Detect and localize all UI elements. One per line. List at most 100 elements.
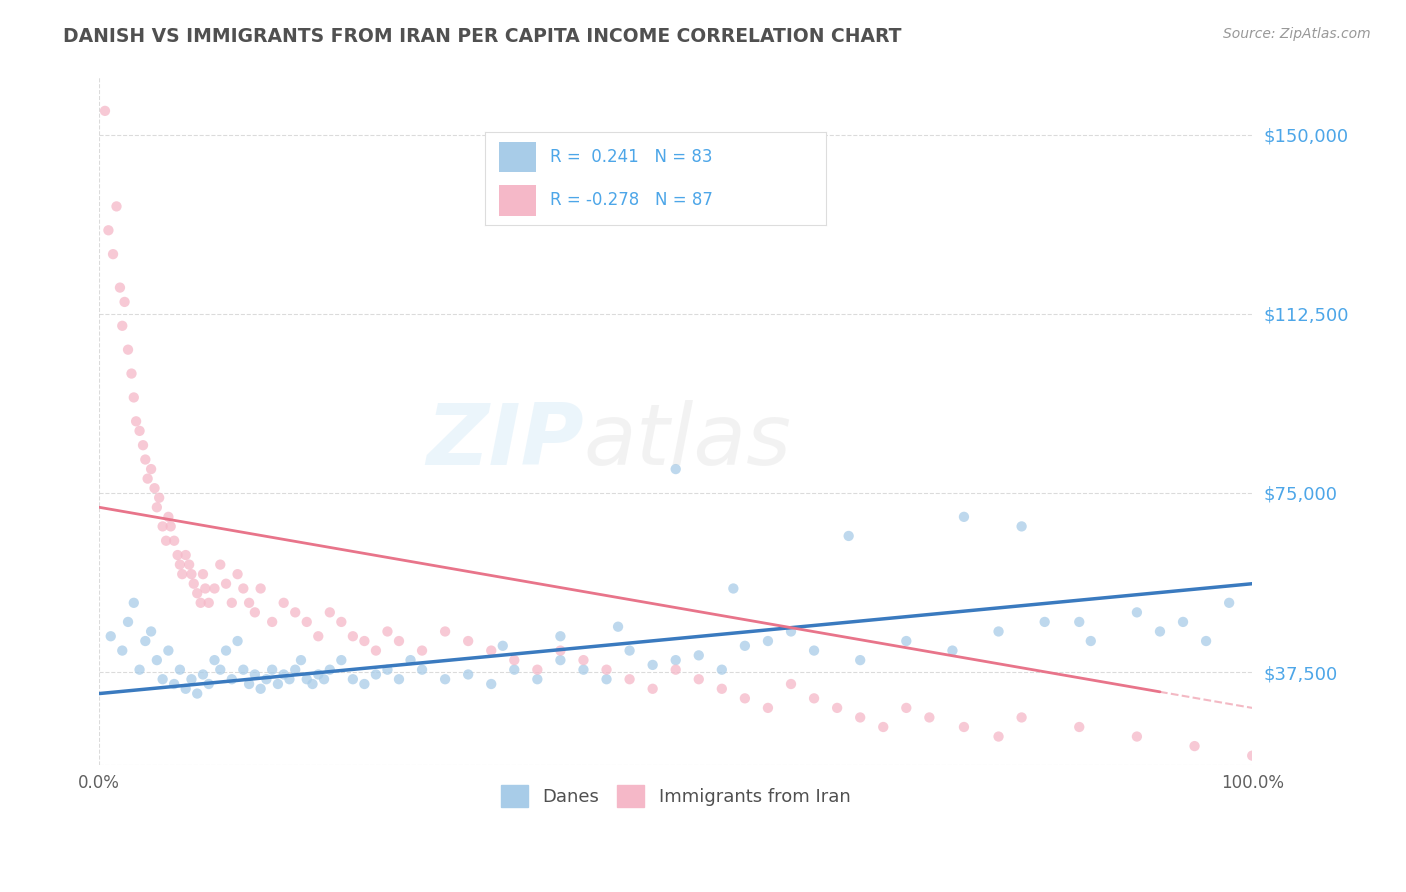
Point [128,424,150,438]
Point [172,567,194,582]
Point [953,509,976,524]
Point [152,519,174,533]
Point [278,672,301,686]
Point [221,672,243,686]
Point [364,643,387,657]
Point [204,653,226,667]
Point [139,624,162,639]
Point [174,548,197,562]
Point [803,691,825,706]
Point [688,648,710,663]
Point [756,634,779,648]
Point [148,491,170,505]
Point [301,677,323,691]
Point [295,615,318,629]
Point [97,223,120,237]
Point [232,663,254,677]
Point [186,687,208,701]
Point [122,596,145,610]
Point [411,663,433,677]
Point [411,643,433,657]
Point [838,529,860,543]
Text: ZIP: ZIP [426,401,583,483]
Point [434,672,457,686]
Point [479,643,502,657]
Point [152,672,174,686]
Point [388,634,411,648]
Point [595,672,617,686]
Point [780,624,803,639]
Point [134,452,156,467]
Point [595,663,617,677]
Point [665,653,688,667]
Point [94,103,117,118]
Point [190,596,212,610]
Point [111,318,134,333]
Point [665,663,688,677]
Point [619,672,641,686]
Point [377,624,399,639]
Point [183,576,205,591]
Point [166,548,188,562]
Point [330,615,353,629]
Point [434,624,457,639]
Point [128,663,150,677]
Point [121,367,143,381]
Point [284,663,307,677]
Point [388,672,411,686]
Point [319,606,342,620]
Point [307,667,329,681]
Point [249,681,271,696]
Point [641,681,664,696]
Point [330,653,353,667]
Point [146,653,169,667]
Point [1218,596,1240,610]
Point [174,681,197,696]
Point [872,720,894,734]
Point [1080,634,1102,648]
Point [780,677,803,691]
Point [987,624,1010,639]
Point [353,677,375,691]
Point [111,643,134,657]
Point [1149,624,1171,639]
Point [619,643,641,657]
Point [479,677,502,691]
Point [849,710,872,724]
Point [191,667,214,681]
Point [157,509,180,524]
Point [1184,739,1206,753]
Point [550,629,572,643]
Point [155,533,177,548]
Point [1195,634,1218,648]
Point [364,667,387,681]
Point [163,533,186,548]
Point [105,199,128,213]
Point [377,663,399,677]
Point [180,567,202,582]
Point [342,672,364,686]
Point [159,519,181,533]
Point [157,643,180,657]
Point [146,500,169,515]
Point [134,634,156,648]
Point [232,582,254,596]
Point [226,567,249,582]
Point [132,438,155,452]
Point [186,586,208,600]
Legend: Danes, Immigrants from Iran: Danes, Immigrants from Iran [494,778,858,814]
Point [209,663,232,677]
Point [179,558,201,572]
Point [117,615,139,629]
Point [1069,720,1091,734]
Point [457,634,479,648]
Point [896,701,918,715]
Point [273,667,295,681]
Point [180,672,202,686]
Point [572,653,595,667]
Point [1033,615,1056,629]
Point [238,677,260,691]
Point [221,596,243,610]
Point [941,643,963,657]
Point [108,280,131,294]
